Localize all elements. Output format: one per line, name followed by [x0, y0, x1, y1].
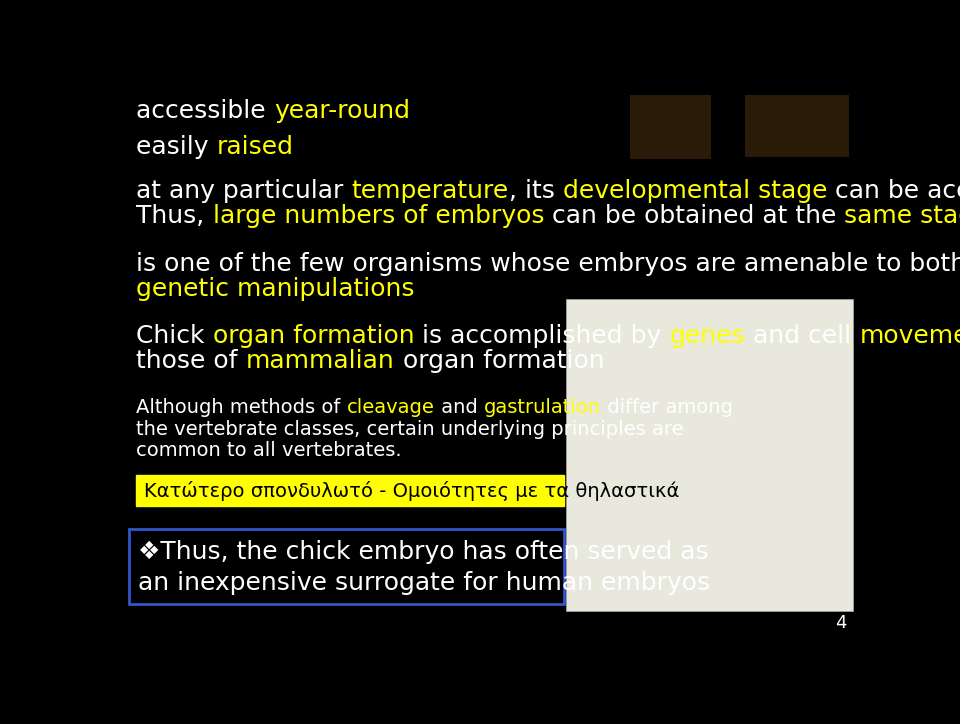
Text: developmental stage: developmental stage — [563, 180, 828, 203]
Text: and cell: and cell — [745, 324, 859, 348]
Text: gastrulation: gastrulation — [484, 398, 601, 417]
Text: Chick: Chick — [136, 324, 213, 348]
FancyBboxPatch shape — [745, 96, 849, 156]
Text: is accomplished by: is accomplished by — [415, 324, 670, 348]
Text: Κατώτερο σπονδυλωτό - Ομοιότητες με τα θηλαστικά: Κατώτερο σπονδυλωτό - Ομοιότητες με τα θ… — [144, 481, 679, 501]
FancyBboxPatch shape — [129, 529, 564, 605]
Text: organ formation: organ formation — [213, 324, 415, 348]
Text: , its: , its — [509, 180, 563, 203]
Text: can be obtained at the: can be obtained at the — [544, 204, 845, 229]
Text: an inexpensive surrogate for human embryos: an inexpensive surrogate for human embry… — [138, 571, 710, 595]
Text: common to all vertebrates.: common to all vertebrates. — [136, 441, 402, 460]
Text: genetic manipulations: genetic manipulations — [136, 277, 415, 301]
Text: easily: easily — [136, 135, 217, 159]
FancyBboxPatch shape — [566, 299, 852, 611]
Text: genes: genes — [670, 324, 745, 348]
Text: accessible: accessible — [136, 98, 274, 122]
Text: can be accurately predicted: can be accurately predicted — [828, 180, 960, 203]
Text: organ formation: organ formation — [395, 350, 604, 374]
FancyBboxPatch shape — [630, 96, 711, 159]
Text: year-round: year-round — [274, 98, 410, 122]
Text: is one of the few organisms whose embryos are amenable to both: is one of the few organisms whose embryo… — [136, 252, 960, 276]
Text: temperature: temperature — [351, 180, 509, 203]
Text: Although methods of: Although methods of — [136, 398, 347, 417]
Text: those of: those of — [136, 350, 246, 374]
Text: cleavage: cleavage — [347, 398, 435, 417]
Text: Thus,: Thus, — [136, 204, 212, 229]
Text: raised: raised — [217, 135, 294, 159]
Text: large numbers of embryos: large numbers of embryos — [212, 204, 544, 229]
Text: ❖Thus, the chick embryo has often served as: ❖Thus, the chick embryo has often served… — [138, 539, 708, 563]
Text: differ among: differ among — [601, 398, 732, 417]
Text: same stage: same stage — [845, 204, 960, 229]
Text: 4: 4 — [834, 614, 846, 632]
Text: movements: movements — [859, 324, 960, 348]
Text: and: and — [435, 398, 484, 417]
Text: the vertebrate classes, certain underlying principles are: the vertebrate classes, certain underlyi… — [136, 421, 684, 439]
FancyBboxPatch shape — [136, 476, 564, 506]
Text: mammalian: mammalian — [246, 350, 395, 374]
Text: at any particular: at any particular — [136, 180, 351, 203]
